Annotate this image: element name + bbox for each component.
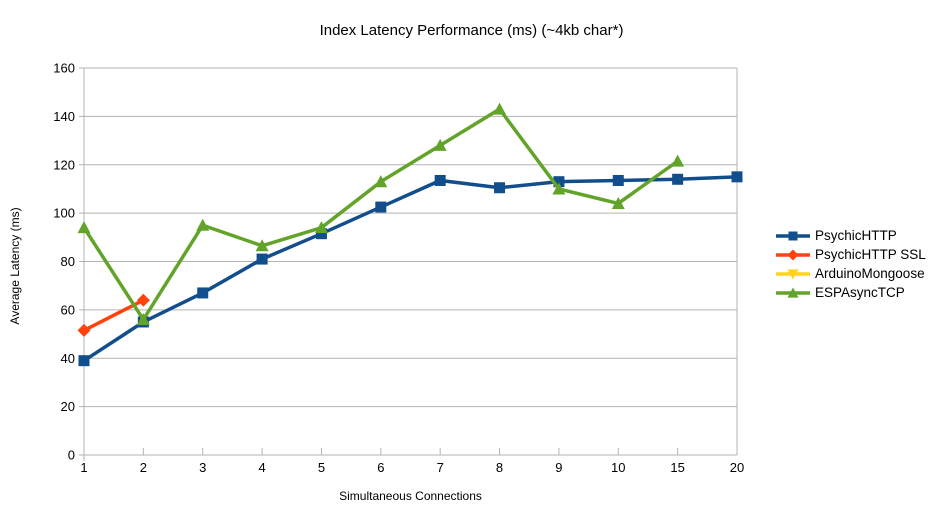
series-espasynctcp bbox=[77, 102, 685, 326]
y-tick-label: 120 bbox=[53, 157, 75, 172]
data-point-marker bbox=[612, 174, 624, 186]
x-tick-label: 6 bbox=[377, 460, 384, 475]
x-tick-label: 9 bbox=[555, 460, 562, 475]
series-line bbox=[82, 106, 679, 323]
data-point-marker bbox=[136, 293, 150, 307]
data-point-marker bbox=[374, 175, 388, 188]
x-tick-label: 20 bbox=[730, 460, 744, 475]
data-point-marker bbox=[197, 287, 209, 299]
data-point-marker bbox=[314, 221, 328, 234]
triangle-down-legend-marker-icon bbox=[776, 268, 810, 279]
legend-item: PsychicHTTP bbox=[776, 226, 926, 245]
x-tick-label: 7 bbox=[437, 460, 444, 475]
data-point-marker bbox=[434, 174, 446, 186]
data-point-marker bbox=[433, 138, 447, 151]
y-tick-label: 140 bbox=[53, 109, 75, 124]
data-point-marker bbox=[77, 323, 91, 337]
y-tick-label: 20 bbox=[61, 399, 75, 414]
legend-marker-shape bbox=[787, 268, 799, 279]
x-tick-label: 5 bbox=[318, 460, 325, 475]
x-tick-label: 8 bbox=[496, 460, 503, 475]
legend-item: ESPAsyncTCP bbox=[776, 283, 926, 302]
data-point-marker bbox=[731, 171, 743, 183]
series-psychichttp bbox=[78, 171, 743, 367]
data-point-marker bbox=[136, 313, 150, 326]
data-point-marker bbox=[315, 228, 327, 240]
data-point-marker bbox=[375, 201, 387, 213]
data-point-marker bbox=[552, 182, 566, 195]
data-point-marker bbox=[494, 182, 506, 194]
x-tick-label: 1 bbox=[80, 460, 87, 475]
legend-label: ArduinoMongoose bbox=[815, 266, 925, 281]
data-point-marker bbox=[256, 253, 268, 265]
legend-item: ArduinoMongoose bbox=[776, 264, 926, 283]
data-point-marker bbox=[493, 102, 507, 115]
data-point-marker bbox=[672, 173, 684, 185]
legend-marker-shape bbox=[788, 231, 798, 240]
legend-label: PsychicHTTP bbox=[815, 228, 897, 243]
diamond-legend-marker-icon bbox=[776, 249, 810, 260]
y-tick-label: 60 bbox=[61, 302, 75, 317]
x-tick-label: 4 bbox=[258, 460, 265, 475]
series-psychichttp-ssl bbox=[77, 293, 150, 337]
data-point-marker bbox=[671, 154, 685, 167]
legend: PsychicHTTP PsychicHTTP SSL ArduinoMongoos… bbox=[776, 226, 926, 302]
x-tick-label: 15 bbox=[670, 460, 684, 475]
data-point-marker bbox=[196, 218, 210, 231]
data-point-marker bbox=[255, 239, 269, 252]
triangle-up-legend-marker-icon bbox=[776, 287, 810, 298]
y-tick-label: 80 bbox=[61, 254, 75, 269]
legend-label: PsychicHTTP SSL bbox=[815, 247, 926, 262]
data-point-marker bbox=[78, 355, 90, 367]
data-point-marker bbox=[553, 176, 565, 188]
x-tick-label: 3 bbox=[199, 460, 206, 475]
legend-marker-shape bbox=[787, 249, 799, 260]
x-axis-title: Simultaneous Connections bbox=[339, 489, 482, 503]
legend-item: PsychicHTTP SSL bbox=[776, 245, 926, 264]
y-tick-label: 0 bbox=[68, 448, 75, 463]
chart-title: Index Latency Performance (ms) (~4kb cha… bbox=[319, 22, 624, 39]
x-tick-label: 10 bbox=[611, 460, 625, 475]
y-tick-label: 160 bbox=[53, 61, 75, 76]
y-tick-label: 40 bbox=[61, 351, 75, 366]
x-tick-label: 2 bbox=[140, 460, 147, 475]
square-legend-marker-icon bbox=[776, 231, 810, 240]
legend-label: ESPAsyncTCP bbox=[815, 285, 905, 300]
data-point-marker bbox=[611, 196, 625, 209]
series-line bbox=[83, 175, 738, 363]
legend-marker-shape bbox=[787, 287, 799, 298]
y-tick-label: 100 bbox=[53, 206, 75, 221]
data-point-marker bbox=[77, 221, 91, 234]
